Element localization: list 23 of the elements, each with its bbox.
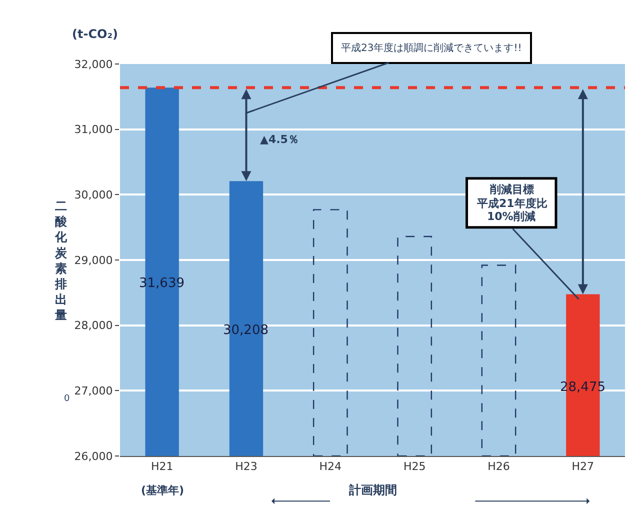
y-tick-label: 28,000 <box>74 319 113 332</box>
y-tick-label: 27,000 <box>74 384 113 398</box>
y-tick-label: 32,000 <box>74 58 113 71</box>
x-tick-label: H27 <box>572 460 594 474</box>
annotation: ▲4.5％ <box>260 133 299 146</box>
annotation: 10%削減 <box>487 210 536 223</box>
x-tick-label: H26 <box>488 460 510 474</box>
x-tick-label: H25 <box>403 460 426 474</box>
y-tick-label: 29,000 <box>74 254 113 267</box>
text: (t-CO₂) <box>72 27 118 41</box>
y-tick-label: 26,000 <box>74 450 113 463</box>
x-tick-label: H21 <box>150 460 174 474</box>
y-axis-title: 二酸化炭素排出量 <box>54 199 68 322</box>
x-tick-label: H23 <box>235 460 258 474</box>
text: (基準年) <box>141 484 184 497</box>
annotation: 平成21年度比 <box>476 197 548 210</box>
x-axis-title: 計画期間 <box>348 483 397 497</box>
text: 0 <box>64 394 70 404</box>
text: 平成23年度は順調に削減できています!! <box>341 42 522 54</box>
x-tick-label: H24 <box>319 460 342 474</box>
annotation: 削減目標 <box>489 183 534 196</box>
y-tick-label: 31,000 <box>74 123 113 136</box>
y-tick-label: 30,000 <box>74 188 113 202</box>
